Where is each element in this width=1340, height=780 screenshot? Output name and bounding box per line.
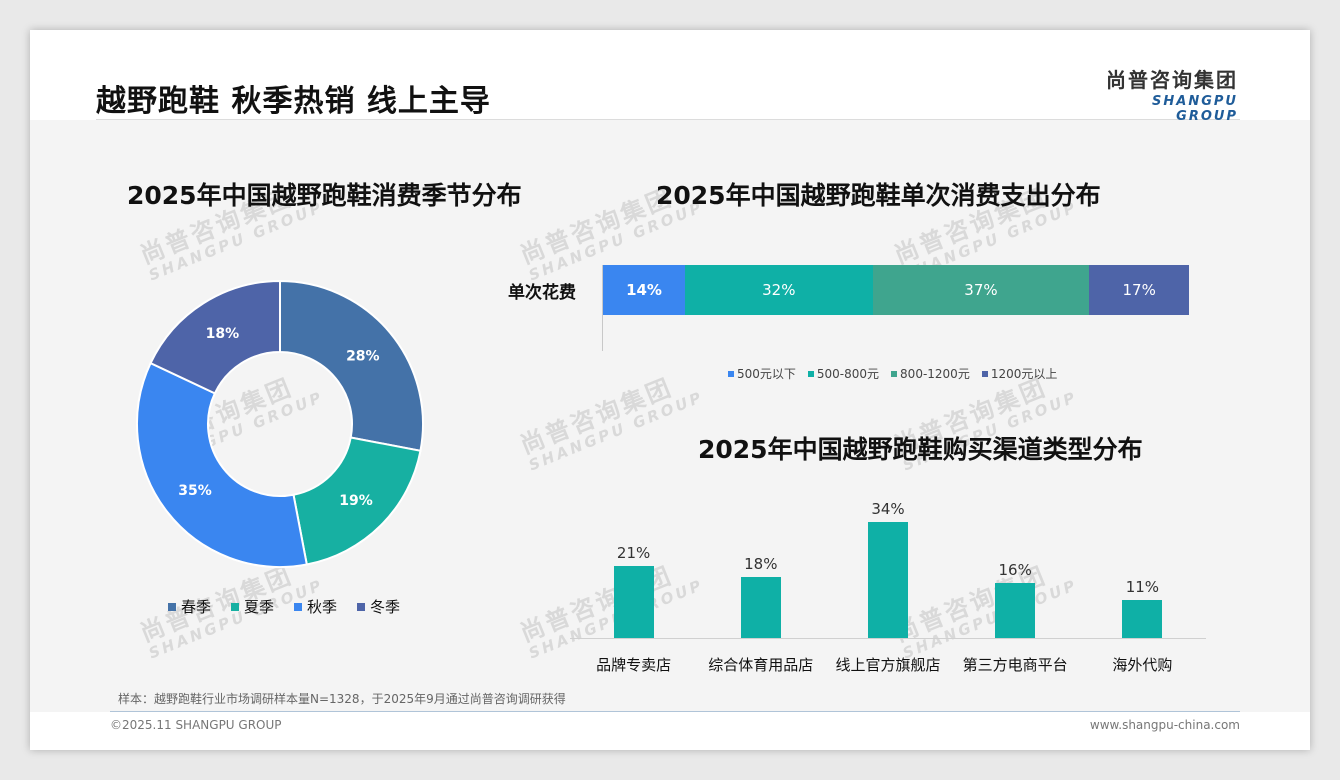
channel-bar-线上官方旗舰店: [868, 522, 908, 638]
legend-label: 秋季: [307, 598, 338, 616]
stacked-segment-800-1200元: 37%: [872, 265, 1090, 315]
legend-label: 冬季: [370, 598, 401, 616]
page-title: 越野跑鞋 秋季热销 线上主导: [96, 84, 491, 119]
title-divider: [96, 119, 1240, 120]
legend-label: 1200元以上: [990, 367, 1058, 381]
season-chart-title: 2025年中国越野跑鞋消费季节分布: [127, 181, 522, 210]
channel-axis-line: [570, 638, 1206, 639]
legend-label: 800-1200元: [900, 367, 970, 381]
channel-bar-品牌专卖店: [613, 566, 654, 638]
website-link[interactable]: www.shangpu-china.com: [1089, 718, 1240, 732]
legend-item: 秋季: [294, 596, 337, 617]
logo-text-en: SHANGPU GROUP: [1152, 94, 1238, 124]
legend-label: 春季: [181, 598, 212, 616]
logo-text-cn: 尚普咨询集团: [1106, 68, 1238, 92]
channel-value-label: 34%: [871, 500, 905, 518]
donut-slice-秋季: [136, 361, 308, 568]
slide: 越野跑鞋 秋季热销 线上主导 尚普咨询集团 SHANGPU GROUP 尚普咨询…: [30, 30, 1310, 750]
copyright-text: ©2025.11 SHANGPU GROUP: [110, 718, 282, 732]
legend-swatch: [168, 602, 176, 611]
legend-swatch: [231, 602, 240, 611]
stacked-segment-label: 14%: [626, 281, 662, 299]
donut-data-label: 28%: [346, 348, 380, 364]
season-legend: 春季 夏季 秋季 冬季: [168, 596, 420, 617]
legend-item: 800-1200元: [891, 365, 970, 382]
channel-bar-综合体育用品店: [740, 576, 781, 638]
donut-data-label: 35%: [178, 483, 212, 499]
channel-value-label: 18%: [744, 554, 778, 573]
channel-bar-海外代购: [1122, 600, 1163, 638]
donut-data-label: 19%: [339, 493, 373, 509]
channel-chart-title: 2025年中国越野跑鞋购买渠道类型分布: [698, 435, 1143, 464]
watermark: 尚普咨询集团 SHANGPU GROUP: [516, 372, 707, 475]
donut-slice-冬季: [149, 279, 281, 395]
spend-chart-title: 2025年中国越野跑鞋单次消费支出分布: [656, 181, 1101, 210]
channel-value-label: 11%: [1125, 578, 1160, 597]
stacked-segment-label: 32%: [762, 281, 796, 299]
company-logo: 尚普咨询集团 SHANGPU GROUP: [1088, 64, 1238, 124]
donut-data-label: 18%: [206, 326, 240, 342]
channel-value-label: 16%: [998, 561, 1032, 580]
channel-category-label: 第三方电商平台: [962, 656, 1068, 674]
donut-slice-春季: [279, 279, 424, 452]
legend-swatch: [981, 370, 988, 377]
legend-item: 1200元以上: [981, 365, 1058, 382]
legend-item: 春季: [168, 596, 211, 617]
legend-label: 500元以下: [737, 367, 796, 381]
spend-row-label: 单次花费: [508, 283, 576, 303]
sample-note: 样本：越野跑鞋行业市场调研样本量N=1328，于2025年9月通过尚普咨询调研获…: [118, 692, 566, 706]
legend-swatch: [294, 602, 303, 611]
footer-band: [30, 712, 1310, 750]
channel-bar-chart: 21% 品牌专卖店 18% 综合体育用品店 34% 线上官方旗舰店 16% 第三方电商平台 11…: [570, 490, 1206, 680]
channel-category-label: 综合体育用品店: [708, 656, 814, 674]
legend-label: 500-800元: [816, 367, 880, 381]
donut-slice-夏季: [292, 436, 422, 566]
spend-legend: 500元以下 500-800元 800-1200元 1200元以上: [728, 365, 1069, 382]
season-donut-chart: 28% 19% 35% 18%: [136, 279, 424, 568]
legend-swatch: [807, 370, 814, 377]
legend-swatch: [357, 602, 366, 611]
spend-stacked-bar: 14% 32% 37% 17%: [603, 265, 1189, 315]
legend-swatch: [891, 370, 898, 377]
channel-value-label: 21%: [616, 544, 651, 563]
legend-item: 500-800元: [807, 365, 880, 382]
legend-swatch: [728, 370, 734, 377]
footer-divider: [110, 711, 1240, 712]
channel-bar-第三方电商平台: [995, 583, 1036, 638]
stacked-segment-1200元以上: 17%: [1089, 265, 1189, 315]
channel-category-label: 线上官方旗舰店: [835, 656, 941, 674]
spend-axis-line: [602, 265, 603, 351]
stacked-segment-500元以下: 14%: [603, 265, 686, 315]
header-band: [30, 30, 1310, 120]
legend-item: 夏季: [231, 596, 274, 617]
channel-category-label: 海外代购: [1112, 656, 1173, 674]
stacked-segment-label: 37%: [964, 281, 998, 299]
stacked-segment-label: 17%: [1122, 281, 1156, 299]
channel-category-label: 品牌专卖店: [596, 656, 672, 674]
legend-item: 冬季: [357, 596, 400, 617]
legend-label: 夏季: [244, 598, 275, 616]
legend-item: 500元以下: [728, 365, 796, 382]
stacked-segment-500-800元: 32%: [685, 265, 873, 315]
